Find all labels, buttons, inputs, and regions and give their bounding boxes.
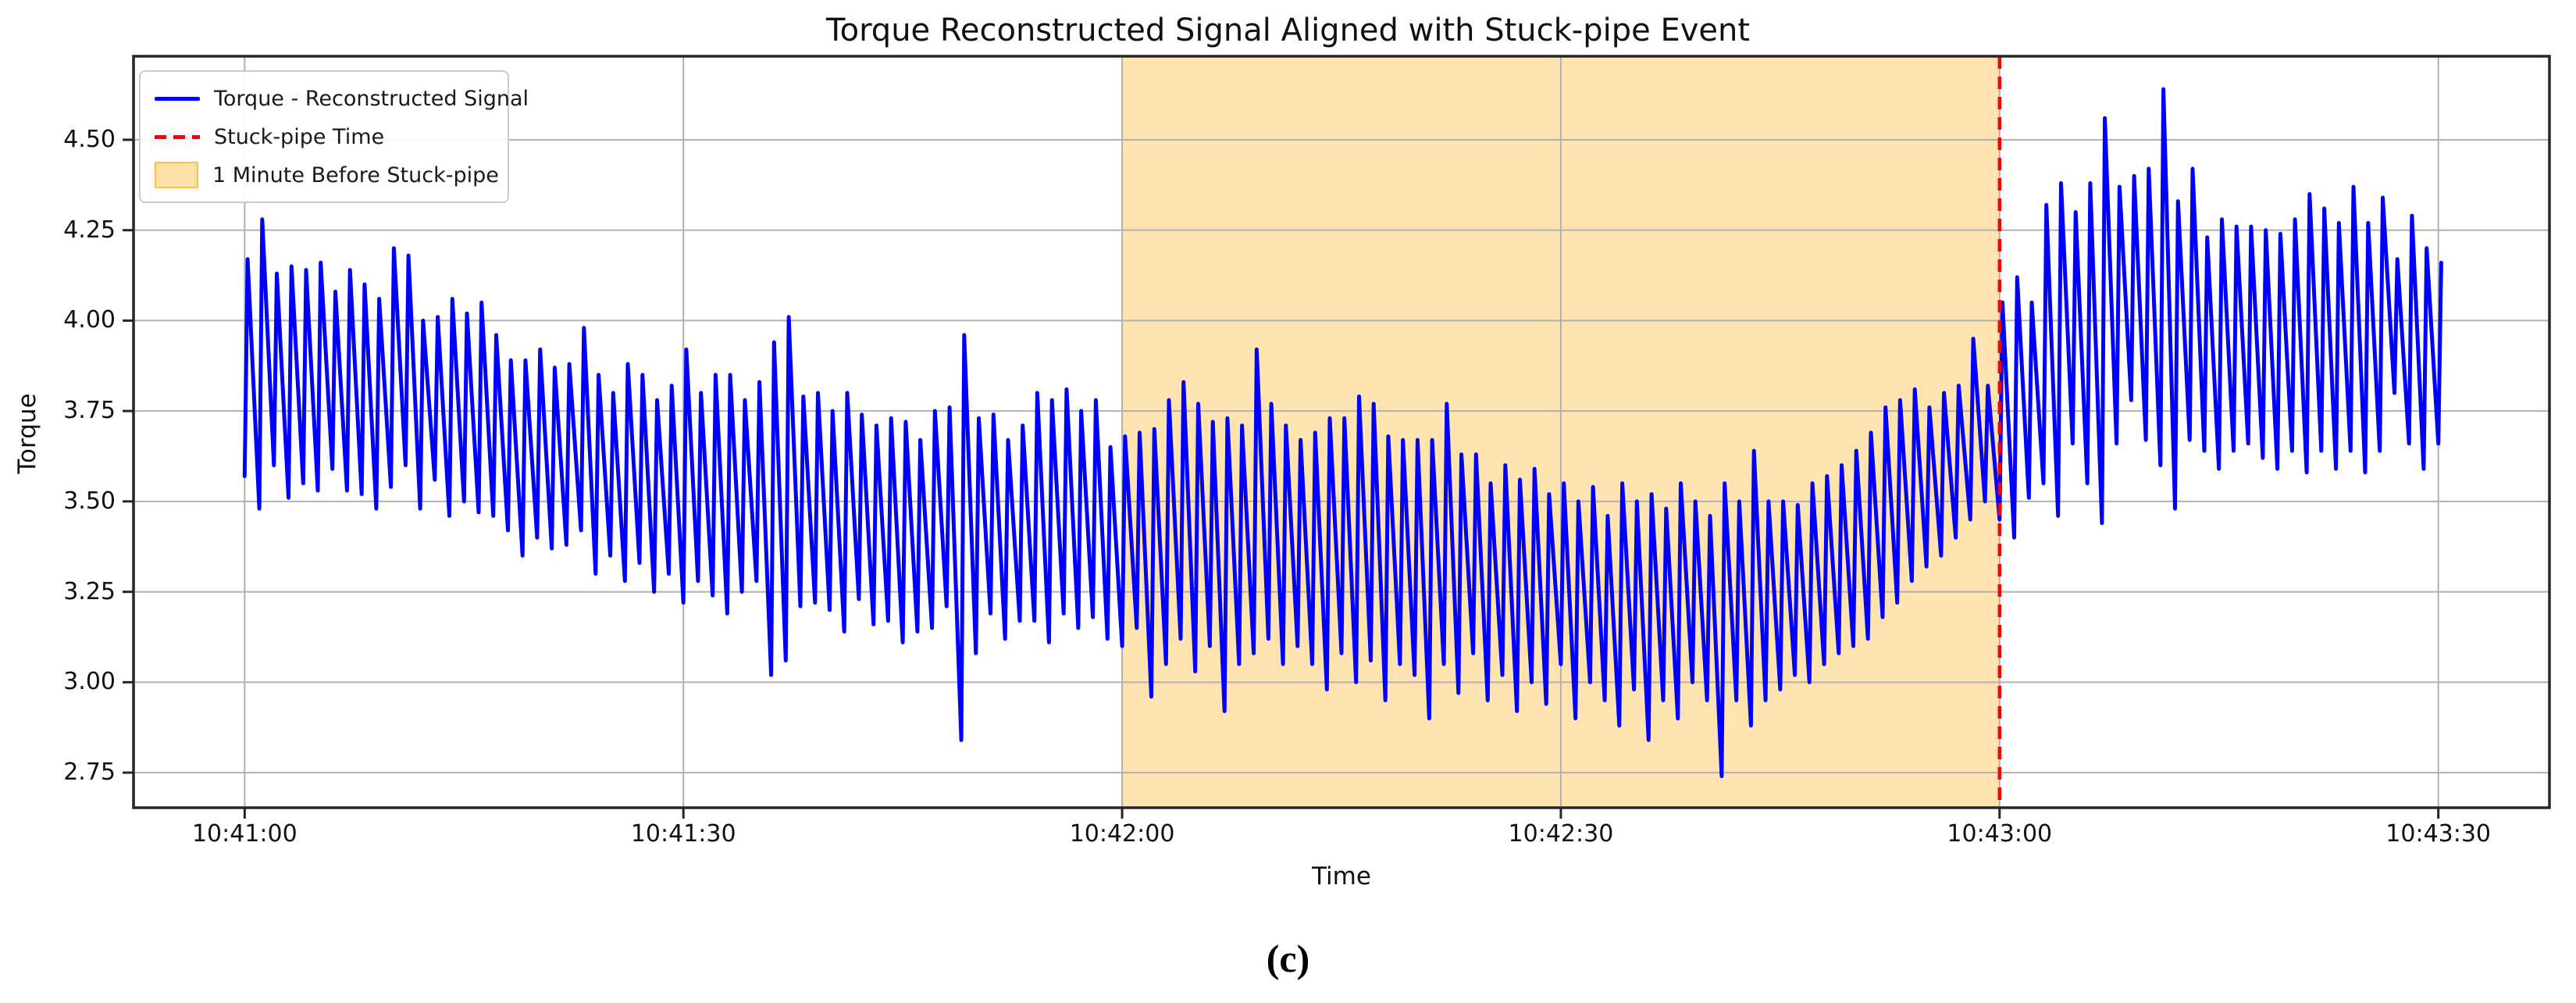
line-solid-icon [155,96,200,101]
x-tick-label: 10:41:30 [630,820,736,848]
patch-icon [155,162,198,188]
legend-item-label: 1 Minute Before Stuck-pipe [212,162,499,187]
y-tick-label: 3.25 [63,577,116,605]
line-dashed-icon [155,134,200,139]
figure-caption: (c) [1266,937,1310,980]
torque-signal-line [242,87,2443,779]
x-tick-label: 10:43:30 [2385,820,2492,848]
legend-item-series: Torque - Reconstructed Signal [155,84,529,112]
y-tick-label: 2.75 [63,758,116,787]
x-axis-label: Time [1312,862,1371,891]
x-tick-label: 10:42:00 [1069,820,1175,848]
chart-title: Torque Reconstructed Signal Aligned with… [825,12,1751,48]
legend-item-label: Torque - Reconstructed Signal [214,86,529,111]
y-tick-label: 4.25 [63,216,116,244]
x-tick-label: 10:42:30 [1508,820,1614,848]
y-tick-label: 3.50 [63,487,116,515]
legend: Torque - Reconstructed Signal Stuck-pipe… [139,70,529,203]
y-tick-label: 4.00 [63,306,116,334]
legend-item-event: Stuck-pipe Time [155,123,493,151]
legend-item-region: 1 Minute Before Stuck-pipe [155,161,499,189]
y-tick-label: 4.50 [63,125,116,153]
x-tick-label: 10:41:00 [191,820,298,848]
x-tick-label: 10:43:00 [1947,820,2053,848]
y-tick-label: 3.00 [63,668,116,696]
legend-item-label: Stuck-pipe Time [214,124,385,149]
y-tick-label: 3.75 [63,397,116,425]
axes-spines [132,55,2551,809]
